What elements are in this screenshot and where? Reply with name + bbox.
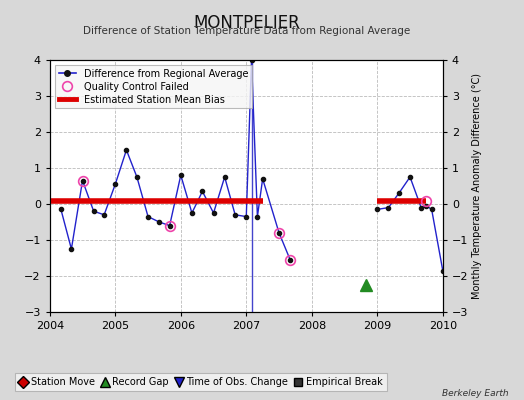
Text: Difference of Station Temperature Data from Regional Average: Difference of Station Temperature Data f… bbox=[83, 26, 410, 36]
Legend: Difference from Regional Average, Quality Control Failed, Estimated Station Mean: Difference from Regional Average, Qualit… bbox=[54, 65, 252, 108]
Y-axis label: Monthly Temperature Anomaly Difference (°C): Monthly Temperature Anomaly Difference (… bbox=[473, 73, 483, 299]
Text: MONTPELIER: MONTPELIER bbox=[193, 14, 300, 32]
Legend: Station Move, Record Gap, Time of Obs. Change, Empirical Break: Station Move, Record Gap, Time of Obs. C… bbox=[15, 373, 387, 391]
Text: Berkeley Earth: Berkeley Earth bbox=[442, 389, 508, 398]
